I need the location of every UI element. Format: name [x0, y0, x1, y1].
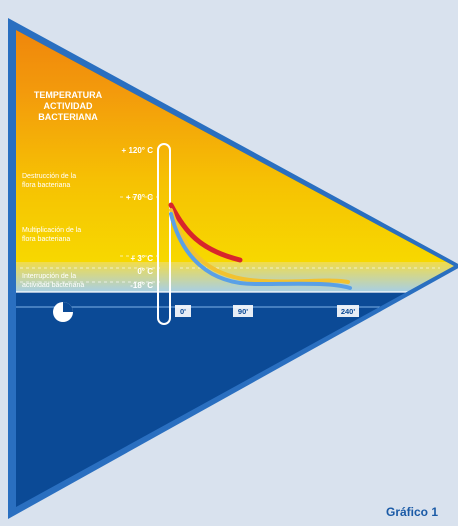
- curve-blue: [169, 212, 352, 290]
- curve-red: [168, 202, 243, 263]
- title-line-1: TEMPERATURA: [34, 90, 103, 100]
- temp-label-minus18: -18° C: [130, 281, 153, 290]
- temperature-markers: [20, 196, 440, 283]
- time-label-240: 240': [341, 307, 356, 316]
- time-label-90: 90': [238, 307, 248, 316]
- figure-caption: Gráfico 1: [386, 505, 439, 519]
- temp-label-0: 0° C: [137, 267, 153, 276]
- curve-yellow: [169, 208, 350, 284]
- clock-icon: [53, 302, 73, 322]
- time-box-90: [233, 305, 253, 317]
- temp-label-120: + 120° C: [122, 146, 154, 155]
- thermometer: [157, 143, 171, 325]
- zone-label-destruction-1: Destrucción de la: [22, 173, 76, 180]
- temp-label-70: + 70° C: [126, 193, 153, 202]
- warm-zone: [16, 30, 454, 262]
- title-line-3: BACTERIANA: [38, 112, 98, 122]
- zone-label-multiplication-2: flora bacteriana: [22, 236, 70, 243]
- title-line-2: ACTIVIDAD: [44, 101, 93, 111]
- zone-label-destruction-2: flora bacteriana: [22, 182, 70, 189]
- time-box-240: [337, 305, 359, 317]
- time-label-0: 0': [180, 307, 186, 316]
- zone-label-interruption-2: actividad bacteriana: [22, 282, 84, 289]
- temp-label-3: + 3° C: [130, 254, 153, 263]
- zone-label-multiplication-1: Multiplicación de la: [22, 227, 81, 234]
- zone-label-interruption-1: Interrupción de la: [22, 273, 76, 280]
- time-box-0: [175, 305, 191, 317]
